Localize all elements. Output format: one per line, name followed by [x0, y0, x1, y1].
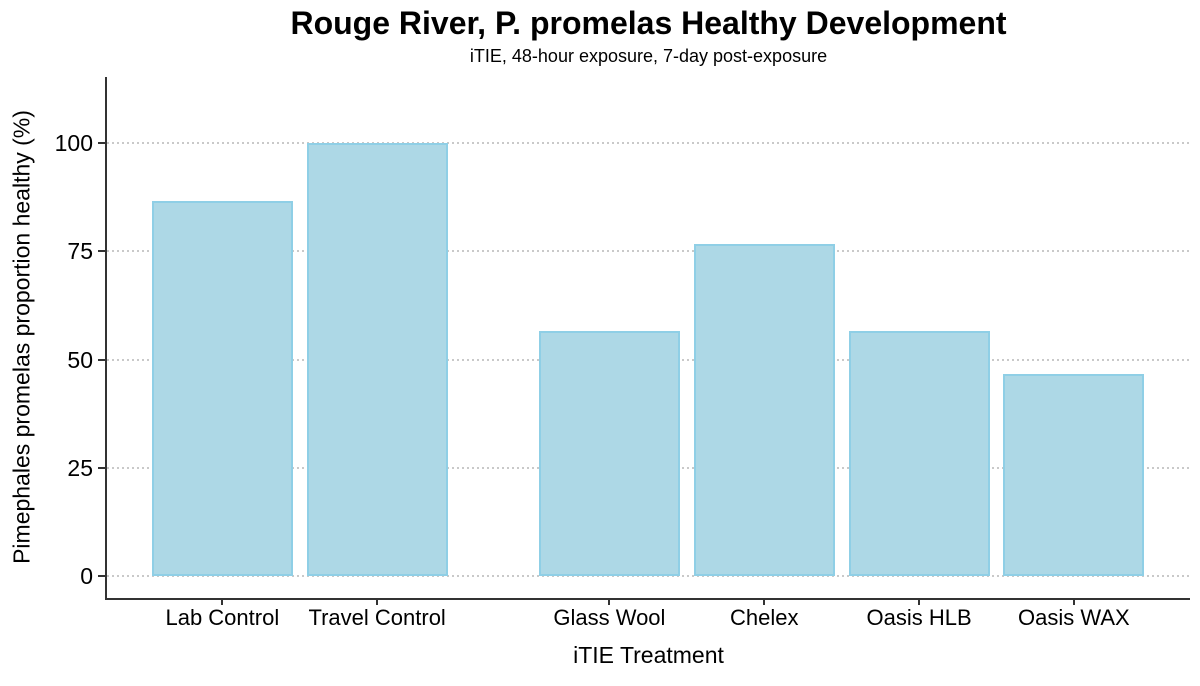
x-tick-oasis-wax — [1072, 598, 1075, 605]
gridline-75 — [107, 250, 1190, 253]
y-tick-25 — [98, 466, 105, 469]
bar-oasis-wax — [1003, 373, 1145, 577]
bar-lab-control — [151, 200, 293, 577]
x-tick-lab-control — [221, 598, 224, 605]
y-axis-title: Pimephales promelas proportion healthy (… — [8, 110, 35, 564]
x-tick-label-glass-wool: Glass Wool — [553, 605, 666, 630]
x-axis-line — [105, 598, 1190, 600]
y-tick-0 — [98, 575, 105, 578]
x-tick-chelex — [763, 598, 766, 605]
bar-oasis-hlb — [848, 330, 990, 577]
x-tick-oasis-hlb — [918, 598, 921, 605]
y-tick-75 — [98, 250, 105, 253]
x-tick-label-travel-control: Travel Control — [308, 605, 446, 630]
chart-title: Rouge River, P. promelas Healthy Develop… — [290, 5, 1007, 41]
bar-chelex — [693, 243, 835, 577]
x-tick-glass-wool — [608, 598, 611, 605]
y-tick-100 — [98, 141, 105, 144]
gridline-0 — [107, 575, 1190, 578]
x-tick-label-oasis-hlb: Oasis HLB — [866, 605, 972, 630]
y-tick-label-75: 75 — [67, 238, 93, 265]
x-tick-label-oasis-wax: Oasis WAX — [1018, 605, 1130, 630]
chart-subtitle: iTIE, 48-hour exposure, 7-day post-expos… — [469, 46, 828, 66]
y-tick-50 — [98, 358, 105, 361]
y-axis-line — [105, 77, 107, 600]
y-tick-label-25: 25 — [67, 454, 93, 481]
plot-panel — [105, 77, 1190, 600]
y-tick-label-100: 100 — [54, 129, 93, 156]
y-tick-label-0: 0 — [80, 563, 93, 590]
x-tick-label-lab-control: Lab Control — [165, 605, 280, 630]
bar-glass-wool — [538, 330, 680, 577]
bar-travel-control — [306, 142, 448, 577]
gridline-100 — [107, 141, 1190, 144]
x-axis-title: iTIE Treatment — [573, 642, 724, 668]
y-tick-label-50: 50 — [67, 346, 93, 373]
x-tick-label-chelex: Chelex — [729, 605, 799, 630]
x-tick-travel-control — [376, 598, 379, 605]
